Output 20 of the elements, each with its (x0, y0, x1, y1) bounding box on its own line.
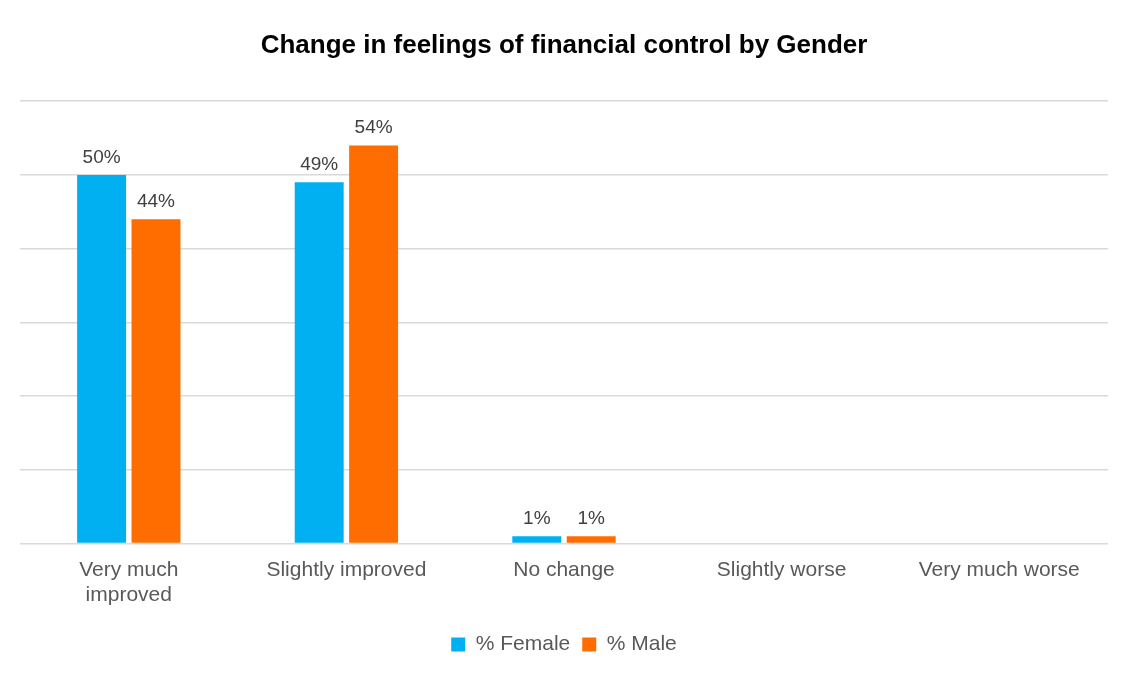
x-tick-label: Very much improved (79, 557, 179, 606)
chart-title: Change in feelings of financial control by Gender (260, 28, 868, 59)
x-tick-label: No change (513, 557, 615, 580)
x-tick-label: Slightly improved (266, 557, 427, 580)
data-label: 1% (523, 506, 551, 528)
data-label: 1% (577, 506, 606, 528)
data-label: 44% (136, 189, 176, 211)
bar (566, 536, 616, 543)
bar (512, 536, 562, 543)
bar (77, 174, 127, 543)
data-label: 49% (300, 153, 339, 175)
bar (349, 145, 399, 543)
legend-label: % Male (606, 631, 677, 655)
bar (294, 182, 344, 543)
x-tick-label: Very much worse (918, 557, 1080, 580)
data-label: 50% (82, 145, 121, 167)
x-tick-label: Slightly worse (716, 557, 847, 580)
data-label: 54% (354, 116, 393, 138)
legend-label: % Female (475, 631, 571, 655)
bar (131, 219, 181, 543)
